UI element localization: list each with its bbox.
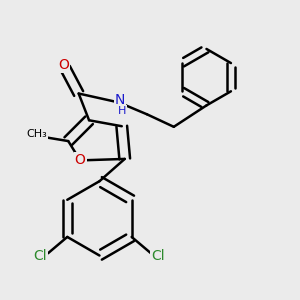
Text: O: O xyxy=(75,153,86,167)
Text: H: H xyxy=(118,106,126,116)
Text: Cl: Cl xyxy=(34,249,47,263)
Text: Cl: Cl xyxy=(152,249,165,263)
Text: O: O xyxy=(58,58,69,72)
Text: N: N xyxy=(115,93,125,107)
Text: CH₃: CH₃ xyxy=(27,129,47,139)
